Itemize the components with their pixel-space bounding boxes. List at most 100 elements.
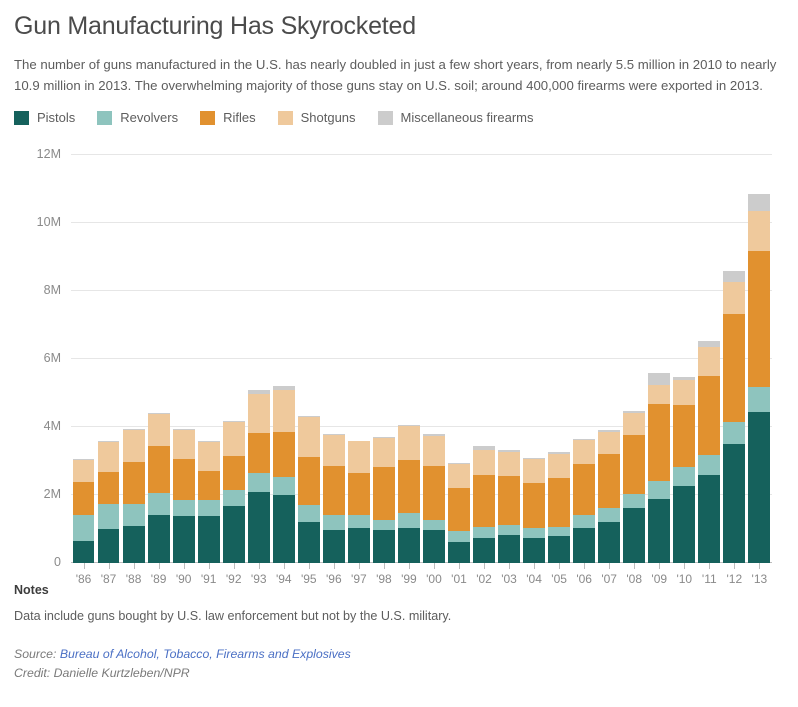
bar-column[interactable] bbox=[573, 155, 596, 563]
bar-column[interactable] bbox=[398, 155, 420, 563]
bar-segment[interactable] bbox=[523, 483, 545, 529]
bar-segment[interactable] bbox=[272, 389, 295, 433]
bar-segment[interactable] bbox=[598, 508, 621, 522]
bar-segment[interactable] bbox=[172, 459, 195, 501]
bar-column[interactable] bbox=[598, 155, 621, 563]
bar-segment[interactable] bbox=[222, 490, 245, 507]
bar-segment[interactable] bbox=[648, 373, 671, 386]
bar-segment[interactable] bbox=[272, 476, 295, 496]
bar-column[interactable] bbox=[197, 155, 220, 563]
bar-segment[interactable] bbox=[222, 506, 245, 563]
bar-segment[interactable] bbox=[247, 390, 270, 395]
bar-segment[interactable] bbox=[72, 459, 95, 460]
bar-segment[interactable] bbox=[423, 434, 445, 436]
bar-segment[interactable] bbox=[423, 530, 445, 563]
bar-segment[interactable] bbox=[448, 462, 470, 465]
bar-column[interactable] bbox=[122, 155, 145, 563]
bar-segment[interactable] bbox=[172, 430, 195, 460]
bar-segment[interactable] bbox=[523, 538, 545, 563]
bar-segment[interactable] bbox=[347, 527, 370, 563]
bar-column[interactable] bbox=[423, 155, 445, 563]
bar-segment[interactable] bbox=[673, 379, 696, 405]
bar-segment[interactable] bbox=[398, 425, 420, 460]
bar-segment[interactable] bbox=[72, 459, 95, 482]
bar-segment[interactable] bbox=[623, 413, 646, 435]
bar-segment[interactable] bbox=[748, 251, 771, 388]
bar-column[interactable] bbox=[698, 155, 721, 563]
bar-segment[interactable] bbox=[122, 430, 145, 463]
legend-item[interactable]: Miscellaneous firearms bbox=[377, 110, 533, 125]
bar-segment[interactable] bbox=[247, 432, 270, 473]
bar-column[interactable] bbox=[448, 155, 470, 563]
bar-segment[interactable] bbox=[272, 385, 295, 390]
bar-column[interactable] bbox=[673, 155, 696, 563]
bar-segment[interactable] bbox=[347, 440, 370, 442]
bar-segment[interactable] bbox=[598, 431, 621, 454]
bar-segment[interactable] bbox=[548, 526, 571, 536]
bar-column[interactable] bbox=[372, 155, 395, 563]
bar-segment[interactable] bbox=[448, 541, 470, 563]
bar-segment[interactable] bbox=[398, 424, 420, 426]
bar-segment[interactable] bbox=[72, 481, 95, 515]
bar-segment[interactable] bbox=[548, 478, 571, 527]
bar-segment[interactable] bbox=[322, 466, 345, 515]
bar-segment[interactable] bbox=[673, 467, 696, 487]
bar-segment[interactable] bbox=[172, 428, 195, 431]
bar-segment[interactable] bbox=[573, 440, 596, 465]
bar-segment[interactable] bbox=[372, 519, 395, 531]
bar-column[interactable] bbox=[347, 155, 370, 563]
bar-segment[interactable] bbox=[247, 394, 270, 433]
bar-column[interactable] bbox=[72, 155, 95, 563]
bar-segment[interactable] bbox=[573, 515, 596, 529]
bar-segment[interactable] bbox=[147, 493, 170, 516]
bar-segment[interactable] bbox=[172, 500, 195, 517]
bar-segment[interactable] bbox=[498, 535, 520, 563]
bar-segment[interactable] bbox=[673, 486, 696, 563]
bar-segment[interactable] bbox=[723, 444, 746, 563]
bar-segment[interactable] bbox=[423, 519, 445, 531]
bar-column[interactable] bbox=[623, 155, 646, 563]
bar-segment[interactable] bbox=[723, 270, 746, 282]
bar-segment[interactable] bbox=[322, 435, 345, 467]
bar-segment[interactable] bbox=[172, 516, 195, 563]
bar-segment[interactable] bbox=[748, 412, 771, 563]
bar-segment[interactable] bbox=[448, 464, 470, 488]
bar-segment[interactable] bbox=[548, 535, 571, 563]
bar-segment[interactable] bbox=[748, 210, 771, 252]
bar-segment[interactable] bbox=[197, 470, 220, 501]
bar-segment[interactable] bbox=[197, 440, 220, 443]
bar-segment[interactable] bbox=[498, 449, 520, 452]
bar-segment[interactable] bbox=[97, 504, 120, 530]
bar-segment[interactable] bbox=[372, 467, 395, 520]
bar-segment[interactable] bbox=[122, 503, 145, 526]
bar-segment[interactable] bbox=[72, 540, 95, 563]
bar-segment[interactable] bbox=[748, 193, 771, 211]
bar-segment[interactable] bbox=[297, 415, 320, 417]
bar-segment[interactable] bbox=[272, 495, 295, 563]
bar-segment[interactable] bbox=[573, 438, 596, 441]
bar-segment[interactable] bbox=[147, 413, 170, 446]
bar-segment[interactable] bbox=[648, 385, 671, 405]
bar-segment[interactable] bbox=[347, 515, 370, 528]
bar-column[interactable] bbox=[322, 155, 345, 563]
bar-segment[interactable] bbox=[723, 281, 746, 314]
bar-segment[interactable] bbox=[723, 421, 746, 445]
bar-segment[interactable] bbox=[147, 412, 170, 414]
bar-column[interactable] bbox=[723, 155, 746, 563]
bar-column[interactable] bbox=[523, 155, 545, 563]
bar-segment[interactable] bbox=[297, 416, 320, 457]
bar-segment[interactable] bbox=[423, 465, 445, 520]
source-link[interactable]: Bureau of Alcohol, Tobacco, Firearms and… bbox=[59, 647, 351, 661]
legend-item[interactable]: Revolvers bbox=[97, 110, 178, 125]
bar-segment[interactable] bbox=[673, 376, 696, 380]
bar-segment[interactable] bbox=[698, 474, 721, 563]
bar-segment[interactable] bbox=[147, 445, 170, 494]
bar-segment[interactable] bbox=[398, 513, 420, 528]
bar-column[interactable] bbox=[172, 155, 195, 563]
bar-segment[interactable] bbox=[473, 537, 495, 563]
legend-item[interactable]: Shotguns bbox=[277, 110, 356, 125]
bar-segment[interactable] bbox=[372, 437, 395, 468]
bar-segment[interactable] bbox=[698, 341, 721, 347]
bar-segment[interactable] bbox=[297, 456, 320, 505]
bar-segment[interactable] bbox=[222, 456, 245, 491]
